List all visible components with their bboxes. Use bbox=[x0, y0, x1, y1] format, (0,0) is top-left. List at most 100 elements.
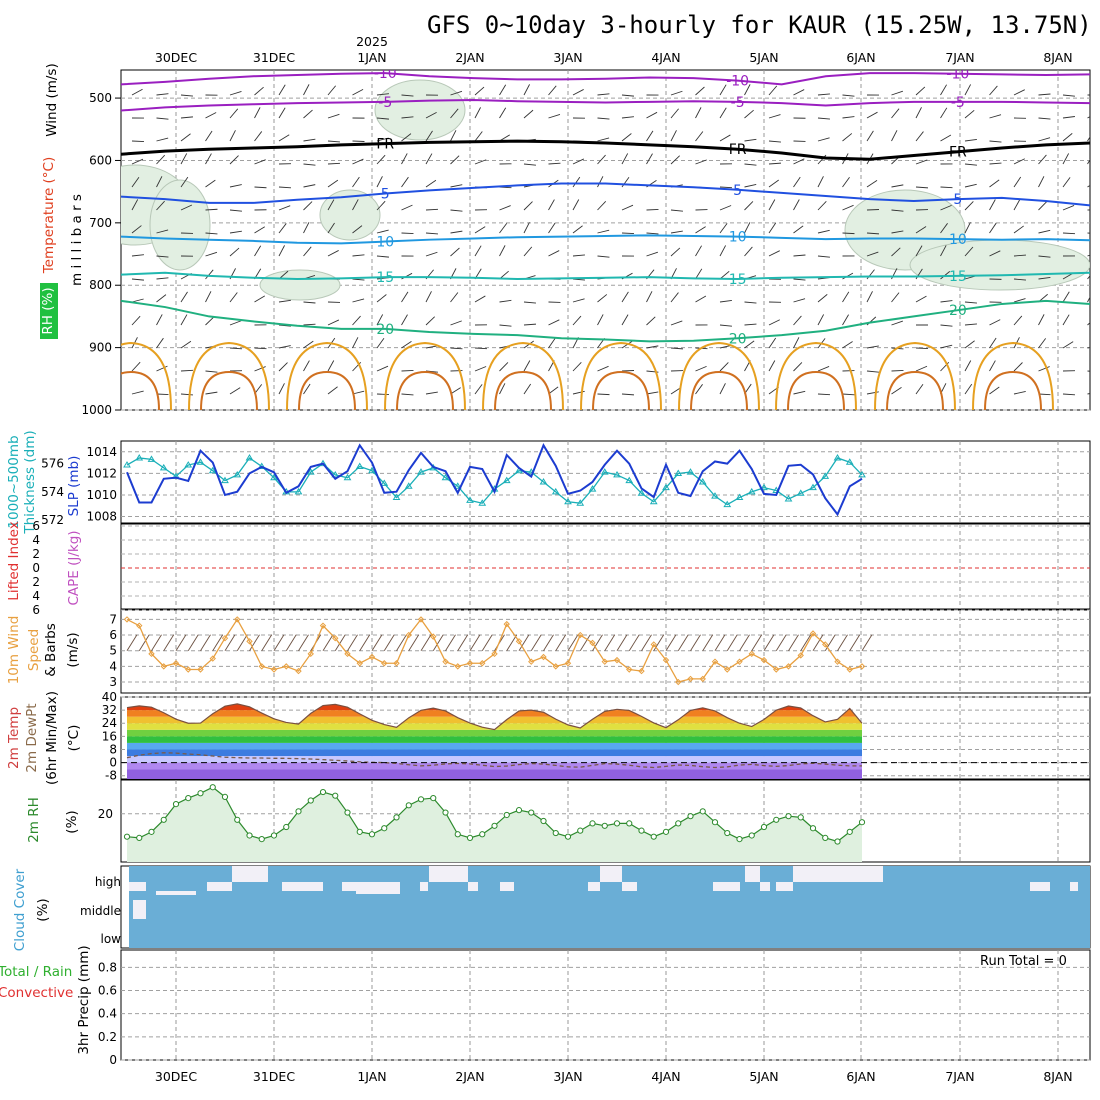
wind-barb bbox=[793, 362, 803, 372]
thickness-point bbox=[306, 468, 315, 475]
rh2m-point bbox=[136, 834, 143, 841]
thickness-point bbox=[184, 461, 193, 468]
wind-barb bbox=[499, 107, 507, 119]
wind-barb bbox=[474, 86, 485, 96]
top-date-label: 7JAN bbox=[945, 50, 974, 65]
wind10-barb bbox=[641, 634, 652, 651]
wind-barb bbox=[964, 360, 972, 372]
wind-barb bbox=[401, 232, 414, 234]
top-date-label: 3JAN bbox=[553, 50, 582, 65]
panel-label: (°C) bbox=[66, 725, 82, 752]
rh2m-point bbox=[270, 832, 278, 839]
rh2m-point bbox=[577, 827, 584, 834]
wind-barb bbox=[964, 139, 977, 142]
wind-barb bbox=[597, 93, 610, 96]
wind-barb bbox=[1062, 94, 1075, 97]
wind-barb bbox=[278, 84, 286, 96]
wind-barb bbox=[401, 153, 408, 165]
pressure-tick-label: 500 bbox=[89, 91, 112, 105]
rh2m-point bbox=[430, 794, 437, 802]
bottom-date-label: 5JAN bbox=[749, 1069, 778, 1084]
wind-barb bbox=[964, 84, 972, 96]
thickness-point bbox=[613, 470, 621, 478]
wind-barb bbox=[768, 337, 777, 349]
wind10-point bbox=[368, 653, 376, 661]
thickness-point bbox=[245, 453, 254, 461]
wind-barb bbox=[989, 386, 1000, 395]
rh2m-point bbox=[711, 819, 719, 826]
warm-contour-inner bbox=[494, 370, 552, 410]
temp-tick-label: 16 bbox=[102, 729, 117, 743]
wind-barb bbox=[1087, 254, 1090, 257]
warm-contour-inner bbox=[787, 370, 845, 410]
wind-barb bbox=[866, 370, 879, 373]
rh2m-panel bbox=[123, 784, 866, 862]
wind-tick-label: 4 bbox=[109, 659, 117, 673]
slp-tick-label: 1010 bbox=[86, 488, 117, 502]
wind10-point bbox=[834, 658, 841, 665]
wind-barb bbox=[425, 291, 432, 303]
wind10-point bbox=[773, 666, 780, 673]
thickness-point bbox=[159, 463, 168, 471]
wind10-point bbox=[405, 631, 412, 639]
wind-barb bbox=[842, 314, 849, 326]
wind-barb bbox=[866, 232, 880, 235]
wind-barb bbox=[572, 278, 585, 281]
thickness-point bbox=[355, 462, 364, 469]
wind-barb bbox=[817, 229, 830, 234]
wind10-barb bbox=[555, 634, 567, 651]
wind-barb bbox=[597, 294, 608, 303]
thickness-point bbox=[821, 472, 830, 479]
thickness-tick-label: 574 bbox=[41, 485, 64, 499]
wind-barb bbox=[670, 155, 681, 165]
wind-barb bbox=[450, 184, 463, 188]
wind-barb bbox=[793, 254, 806, 257]
wind-barb bbox=[1087, 347, 1090, 349]
wind-tick-label: 6 bbox=[109, 628, 117, 642]
wind-barb bbox=[719, 270, 730, 280]
wind-barb bbox=[695, 107, 702, 119]
wind-barb bbox=[327, 319, 340, 326]
wind10-axis: 3 45 6 7 bbox=[109, 612, 117, 689]
rh2m-point bbox=[724, 829, 731, 837]
wind10-barb bbox=[212, 634, 224, 651]
thickness-point bbox=[257, 462, 266, 469]
thickness-point bbox=[796, 489, 805, 496]
wind-barb bbox=[719, 107, 727, 119]
wind10-barb bbox=[837, 634, 848, 651]
rh2m-point bbox=[148, 828, 155, 835]
warm-contour-inner bbox=[984, 370, 1042, 410]
temp-tick-label: 8 bbox=[109, 742, 117, 756]
wind-barb bbox=[964, 183, 977, 188]
wind10-barb bbox=[469, 634, 481, 651]
wind-barb bbox=[1013, 362, 1023, 372]
wind-barb bbox=[523, 84, 530, 96]
wind-barb bbox=[793, 337, 800, 349]
wind10-barb bbox=[396, 634, 407, 651]
wind10-point bbox=[393, 660, 400, 667]
wind-barb bbox=[1013, 199, 1021, 211]
wind-barb bbox=[425, 251, 438, 257]
wind-barb bbox=[205, 291, 212, 303]
wind-barb bbox=[1038, 117, 1051, 120]
panel-label: 3hr Precip (mm) bbox=[76, 945, 92, 1054]
wind-barb bbox=[964, 201, 974, 211]
wind-barb bbox=[1038, 314, 1045, 326]
wind10-point bbox=[809, 630, 817, 637]
cloud-gap bbox=[600, 866, 622, 882]
wind-barb bbox=[205, 232, 218, 235]
thickness-point bbox=[453, 482, 462, 489]
wind-barb bbox=[1062, 341, 1074, 349]
pressure-tick-label: 600 bbox=[89, 153, 112, 167]
rh2m-point bbox=[491, 822, 498, 829]
wind-barb bbox=[646, 130, 654, 142]
wind-barb bbox=[621, 370, 635, 372]
upper-air-panel: -10 -10 -10 -5 -5 -5 FR FR FR 5 5 5 10 10 10 15 15 15 20 20… bbox=[121, 70, 1090, 410]
wind-barb bbox=[670, 347, 684, 350]
li-tick-label: 6 bbox=[32, 603, 40, 617]
wind-barb bbox=[303, 138, 316, 142]
wind-barb bbox=[670, 292, 679, 303]
panel-label: RH (%) bbox=[40, 287, 56, 334]
wind-barb bbox=[964, 246, 974, 257]
wind-barb bbox=[597, 200, 607, 211]
